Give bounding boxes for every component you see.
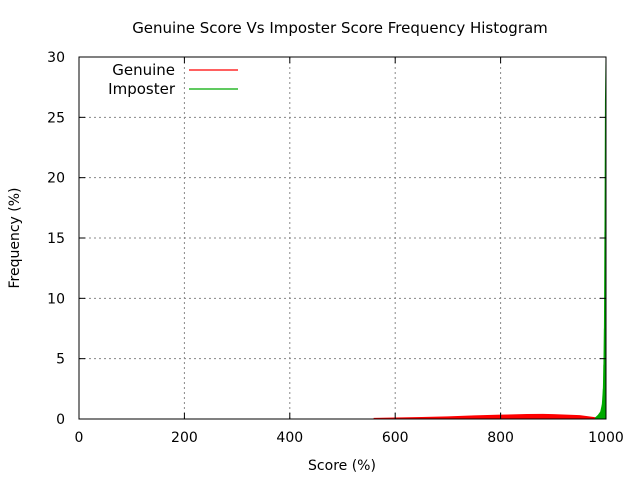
x-tick-label: 400 xyxy=(276,430,303,446)
x-tick-label: 200 xyxy=(171,430,198,446)
y-tick-label: 30 xyxy=(47,50,65,66)
x-tick-label: 0 xyxy=(75,430,84,446)
series-genuine xyxy=(373,413,602,420)
x-tick-label: 600 xyxy=(382,430,409,446)
y-tick-label: 15 xyxy=(47,231,65,247)
data-series xyxy=(373,56,607,420)
x-tick-label: 800 xyxy=(487,430,514,446)
y-tick-label: 0 xyxy=(56,412,65,428)
y-tick-label: 5 xyxy=(56,352,65,368)
y-tick-label: 20 xyxy=(47,171,65,187)
y-axis-label: Frequency (%) xyxy=(7,187,23,288)
y-tick-label: 25 xyxy=(47,110,65,126)
axis-ticks: 0 200 400 600 800 1000 0 5 10 15 20 25 30 xyxy=(47,50,624,446)
legend-label-genuine: Genuine xyxy=(112,61,175,79)
plot-frame xyxy=(78,56,607,420)
x-tick-label: 1000 xyxy=(588,430,624,446)
x-axis-label: Score (%) xyxy=(308,458,376,474)
grid-lines xyxy=(79,57,606,419)
legend-label-imposter: Imposter xyxy=(108,80,176,98)
y-tick-label: 10 xyxy=(47,291,65,307)
chart-title: Genuine Score Vs Imposter Score Frequenc… xyxy=(132,19,548,37)
